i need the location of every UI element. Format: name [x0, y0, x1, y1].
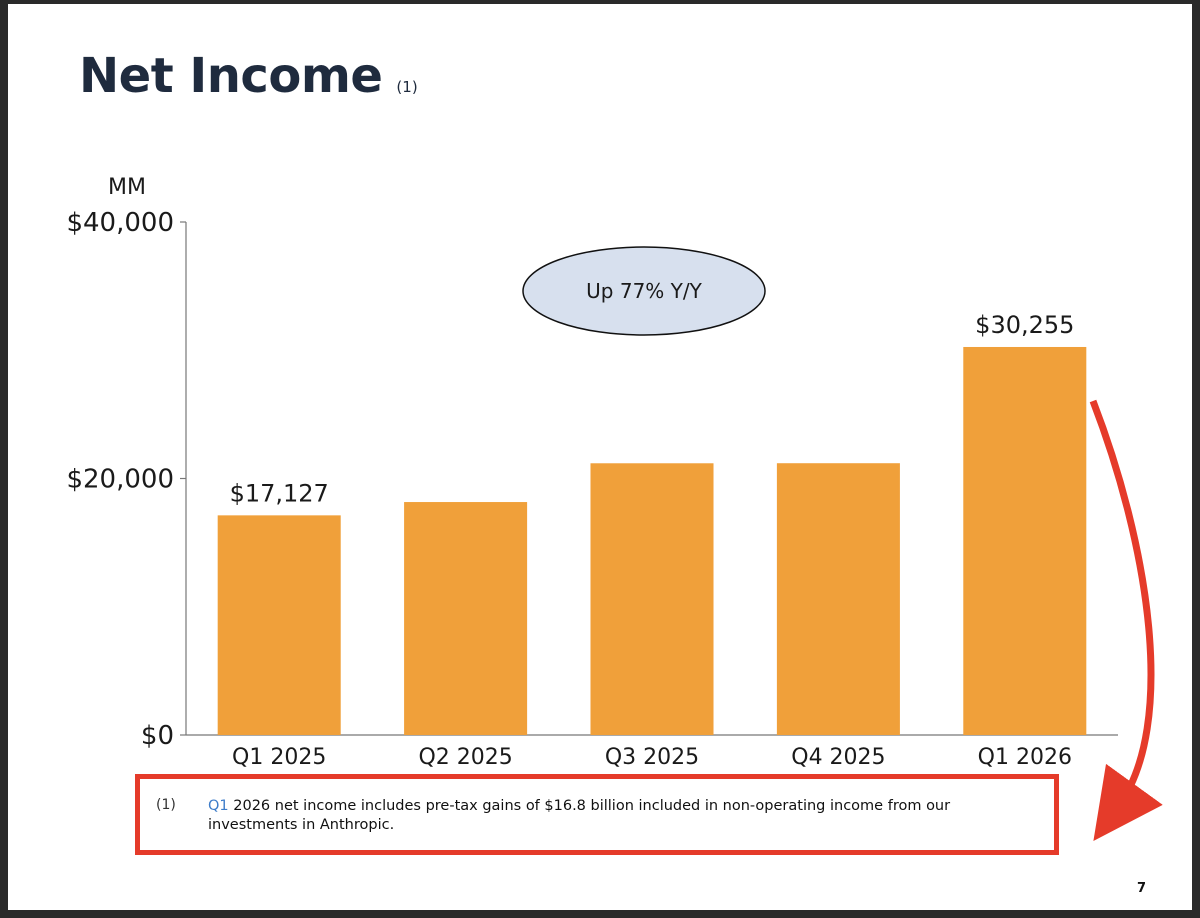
x-tick-label: Q2 2025 [418, 745, 512, 770]
footnote-marker: (1) [156, 797, 176, 813]
callout-text: Up 77% Y/Y [586, 279, 702, 303]
title-footnote-marker: (1) [396, 78, 418, 96]
x-tick-label: Q3 2025 [605, 745, 699, 770]
data-label: $30,255 [975, 311, 1074, 339]
y-unit-label: MM [108, 175, 146, 200]
footnote-body: 2026 net income includes pre-tax gains o… [208, 798, 951, 833]
y-tick-label: $40,000 [66, 208, 174, 238]
highlight-arrow [1089, 399, 1163, 842]
data-labels: $17,127 $30,255 [230, 311, 1075, 507]
footnote-quarter: Q1 [208, 798, 229, 814]
x-tick-label: Q1 2025 [232, 745, 326, 770]
bar [217, 515, 341, 735]
footnote-text: Q1 2026 net income includes pre-tax gain… [208, 797, 1043, 835]
bar [963, 346, 1087, 735]
data-label: $17,127 [230, 479, 329, 507]
slide: Net Income (1) MM $17,127 $30,255 Q1 2025… [8, 4, 1192, 910]
y-tick-label: $0 [141, 721, 174, 751]
y-tick-label: $20,000 [66, 465, 174, 495]
x-tick-label: Q1 2026 [978, 745, 1072, 770]
bar [404, 502, 528, 735]
x-tick-labels: Q1 2025 Q2 2025 Q3 2025 Q4 2025 Q1 2026 [232, 745, 1072, 770]
x-tick-label: Q4 2025 [791, 745, 885, 770]
y-tick-labels: $0 $20,000 $40,000 [66, 208, 174, 751]
title-block: Net Income (1) [79, 48, 418, 104]
callout-ellipse [522, 246, 766, 336]
page-title: Net Income [79, 48, 383, 104]
bars [217, 346, 1087, 735]
bar [590, 463, 714, 735]
net-income-chart: MM $17,127$30,255 Q1 2025 Q2 2025 Q3 2025 Q… [66, 175, 1163, 842]
page-number: 7 [1136, 881, 1146, 896]
growth-callout: Up 77% Y/Y [522, 246, 766, 336]
bar [776, 463, 900, 735]
footnote-highlight-box: (1) Q1 2026 net income includes pre-tax … [135, 774, 1059, 855]
